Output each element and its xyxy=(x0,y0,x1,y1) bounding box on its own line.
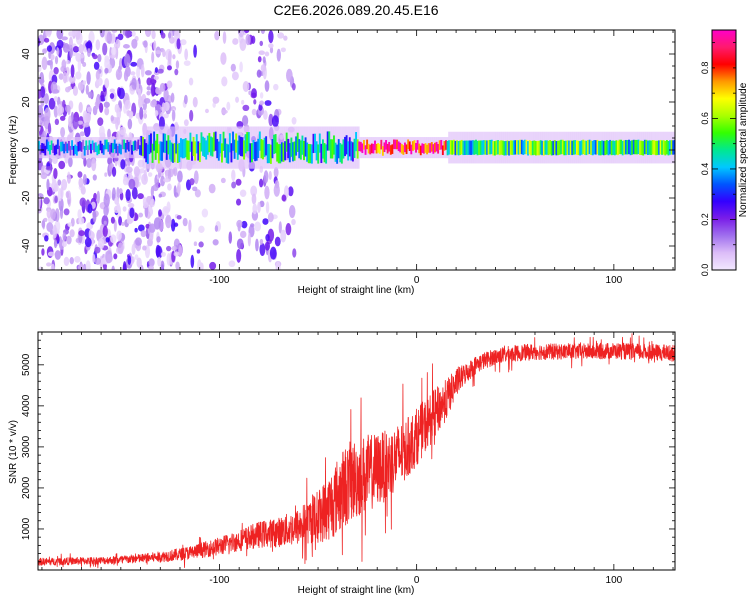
y-tick-label: 20 xyxy=(21,96,32,108)
spectrogram-xlabel: Height of straight line (km) xyxy=(298,285,415,296)
colorbar-tick-label: 0.6 xyxy=(700,112,710,125)
x-tick-label: 100 xyxy=(606,575,623,586)
y-tick-label: 4000 xyxy=(21,394,32,417)
y-tick-label: -20 xyxy=(21,190,32,205)
x-tick-label: 0 xyxy=(414,575,420,586)
snr-xlabel: Height of straight line (km) xyxy=(298,585,415,596)
spectrogram-ticks: -100 0 100 -40 -20 0 20 40 xyxy=(21,29,675,286)
spectrogram-ylabel: Frequency (Hz) xyxy=(8,116,19,185)
snr-frame xyxy=(37,331,676,571)
y-tick-label: 1000 xyxy=(21,517,32,540)
colorbar-scale xyxy=(711,29,737,271)
colorbar-label: Normalized spectral amplitude xyxy=(738,82,749,217)
x-tick-label: -100 xyxy=(209,275,229,286)
x-tick-label: 100 xyxy=(606,275,623,286)
colorbar-tick-label: 0.0 xyxy=(700,264,710,277)
colorbar-tick-label: 0.2 xyxy=(700,213,710,226)
y-tick-label: 40 xyxy=(21,48,32,60)
spectrogram-frame xyxy=(37,29,676,271)
y-tick-label: -40 xyxy=(21,238,32,253)
snr-ticks: -100 0 100 1000 2000 3000 4000 5000 xyxy=(21,331,675,586)
y-tick-label: 2000 xyxy=(21,476,32,499)
x-tick-label: 0 xyxy=(414,275,420,286)
snr-panel: -100 0 100 1000 2000 3000 4000 5000 Height of s… xyxy=(8,331,676,596)
colorbar-tick-label: 0.4 xyxy=(700,163,710,176)
snr-series-line xyxy=(38,333,675,569)
y-tick-label: 3000 xyxy=(21,435,32,458)
y-tick-label: 5000 xyxy=(21,353,32,376)
spectrogram-heatmap xyxy=(38,30,675,270)
snr-ylabel: SNR (10 * v/v) xyxy=(8,420,19,484)
colorbar: 0.0 0.2 0.4 0.6 0.8 Normalized spectral ampl… xyxy=(700,29,749,277)
y-tick-label: 0 xyxy=(21,147,32,153)
colorbar-tick-label: 0.8 xyxy=(700,62,710,75)
figure-title: C2E6.2026.089.20.45.E16 xyxy=(273,2,438,18)
spectrogram-panel: -100 0 100 -40 -20 0 20 40 Height of straight l… xyxy=(8,29,676,296)
x-tick-label: -100 xyxy=(209,575,229,586)
colorbar-ticks: 0.0 0.2 0.4 0.6 0.8 xyxy=(700,42,736,277)
